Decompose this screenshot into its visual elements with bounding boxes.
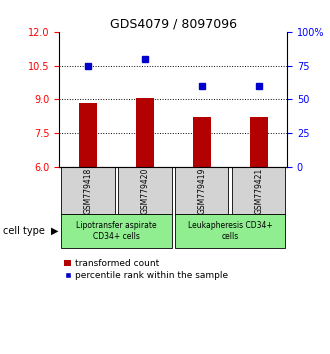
Title: GDS4079 / 8097096: GDS4079 / 8097096	[110, 18, 237, 31]
Bar	[175, 214, 285, 248]
Text: Lipotransfer aspirate
CD34+ cells: Lipotransfer aspirate CD34+ cells	[76, 221, 157, 241]
Bar	[232, 167, 285, 214]
Bar	[175, 167, 228, 214]
Legend: transformed count, percentile rank within the sample: transformed count, percentile rank withi…	[64, 259, 228, 280]
Text: GSM779419: GSM779419	[197, 167, 206, 213]
Text: GSM779418: GSM779418	[83, 167, 92, 213]
Bar	[136, 98, 154, 167]
Text: GSM779421: GSM779421	[254, 167, 263, 213]
Text: GSM779420: GSM779420	[140, 167, 149, 213]
Bar	[61, 214, 172, 248]
Bar	[118, 167, 172, 214]
Bar	[193, 117, 211, 167]
Bar	[79, 103, 97, 167]
Text: ▶: ▶	[51, 226, 59, 236]
Text: Leukapheresis CD34+
cells: Leukapheresis CD34+ cells	[188, 221, 273, 241]
Bar	[61, 167, 115, 214]
Text: cell type: cell type	[3, 226, 45, 236]
Bar	[249, 117, 268, 167]
